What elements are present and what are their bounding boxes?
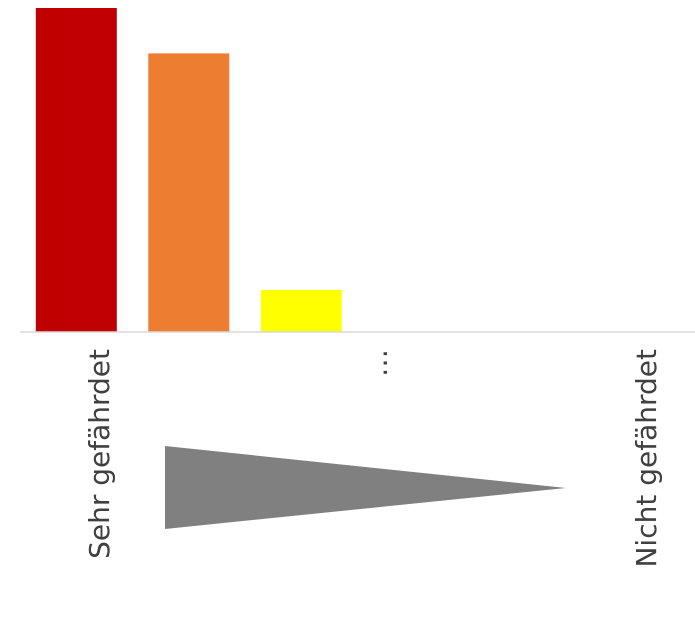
bar-0 (35, 8, 117, 332)
category-label-sehr-gefaehrdet: Sehr gefährdet (83, 349, 116, 559)
decreasing-wedge-arrow (165, 446, 566, 529)
category-label-nicht-gefaehrdet: Nicht gefährdet (630, 349, 663, 568)
bar-1 (148, 53, 230, 333)
bar-2 (260, 289, 342, 332)
category-label-ellipsis: … (361, 349, 394, 377)
bar-group (35, 8, 342, 333)
